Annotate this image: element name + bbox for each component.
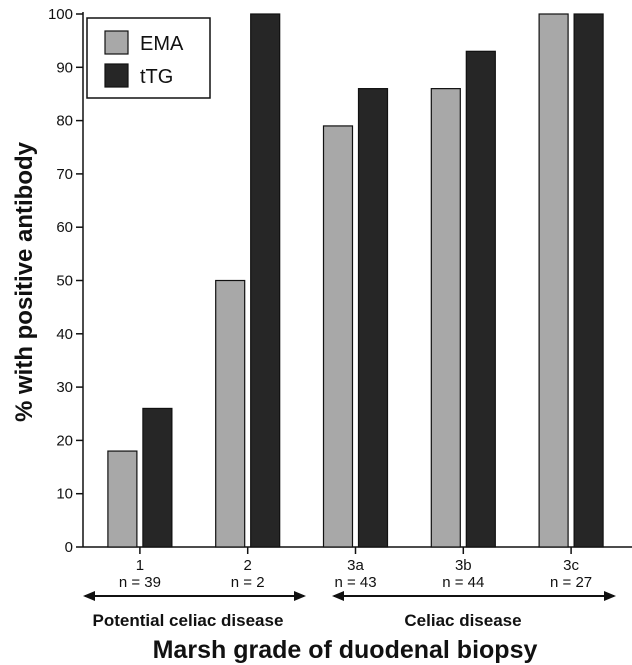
y-tick-label: 10 [56, 486, 73, 503]
bar-ttg-3c [573, 13, 604, 548]
y-tick-label: 70 [56, 166, 73, 183]
group-label-potential: Potential celiac disease [93, 611, 284, 630]
y-tick-label: 90 [56, 59, 73, 76]
y-tick-label: 50 [56, 273, 73, 290]
sample-size-label: n = 2 [231, 574, 265, 591]
bar-ttg-3b [465, 50, 496, 548]
group-label-celiac: Celiac disease [404, 611, 521, 630]
y-tick-label: 20 [56, 432, 73, 449]
bar-ema-1 [107, 450, 138, 548]
bar-ema-2 [215, 279, 246, 548]
legend: EMA tTG [86, 17, 211, 99]
y-tick-label: 40 [56, 326, 73, 343]
y-tick-label: 60 [56, 219, 73, 236]
sample-size-label: n = 27 [550, 574, 592, 591]
x-ticks: 1n = 39 2n = 2 3an = 43 3bn = 44 3cn = 27 [119, 547, 592, 591]
y-tick-label: 100 [48, 6, 73, 23]
legend-label-ttg: tTG [140, 66, 173, 88]
y-tick-label: 30 [56, 379, 73, 396]
bars [107, 13, 604, 548]
bar-ttg-2 [250, 13, 281, 548]
bar-ema-3c [538, 13, 569, 548]
y-tick-label: 0 [65, 539, 73, 556]
sample-size-label: n = 39 [119, 574, 161, 591]
bar-ttg-3a [357, 88, 389, 548]
bar-ema-3b [430, 88, 461, 548]
sample-size-label: n = 43 [334, 574, 376, 591]
y-tick-label: 80 [56, 113, 73, 130]
sample-size-label: n = 44 [442, 574, 484, 591]
legend-swatch-ema [104, 30, 129, 55]
legend-label-ema: EMA [140, 33, 184, 55]
x-tick-label: 1 [136, 557, 144, 574]
x-axis-title: Marsh grade of duodenal biopsy [153, 636, 538, 664]
x-tick-label: 3a [347, 557, 364, 574]
bar-ema-3a [322, 125, 354, 548]
x-tick-label: 3c [563, 557, 579, 574]
legend-swatch-ttg [104, 63, 129, 88]
x-tick-label: 3b [455, 557, 472, 574]
y-axis-title: % with positive antibody [11, 141, 38, 422]
bar-ttg-1 [142, 407, 173, 548]
x-tick-label: 2 [244, 557, 252, 574]
y-ticks: 0 10 20 30 40 50 60 70 80 90 100 [48, 6, 83, 556]
